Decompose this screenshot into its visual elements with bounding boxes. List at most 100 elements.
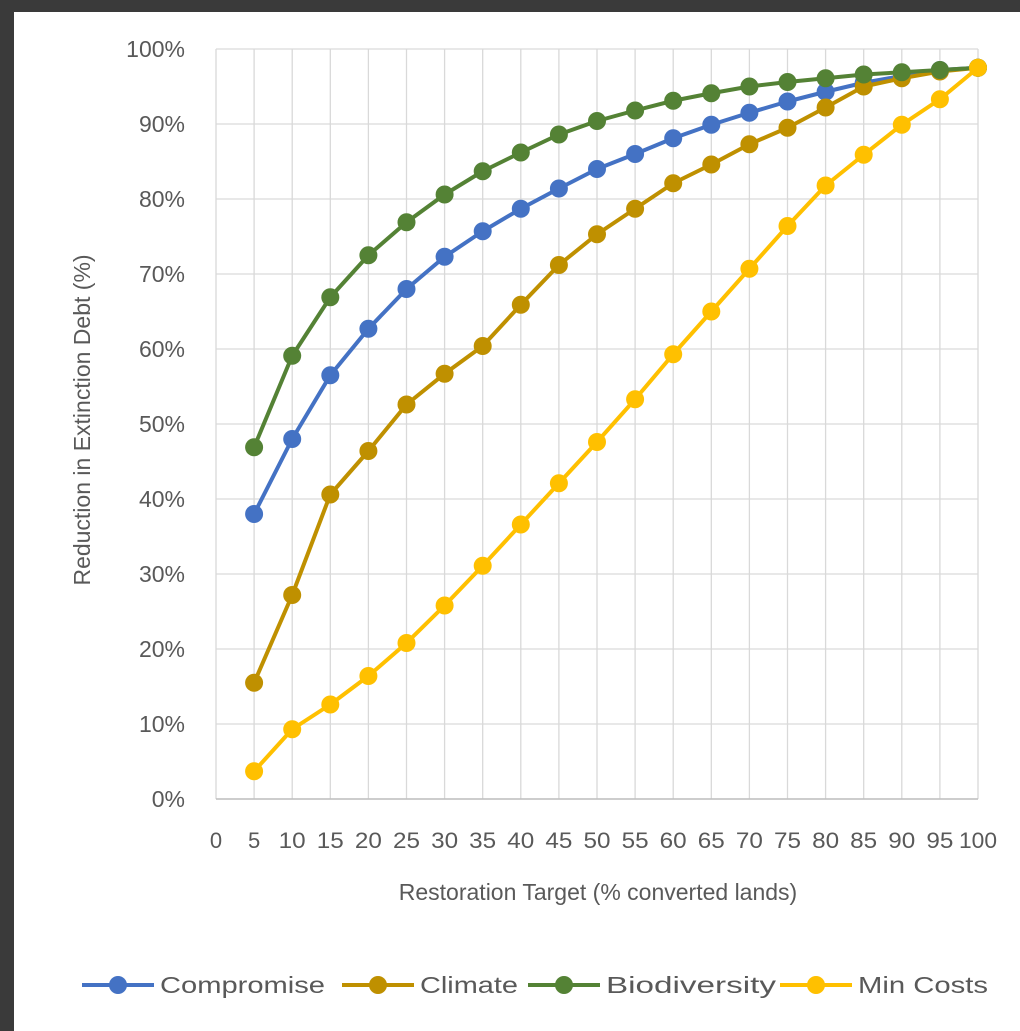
data-point <box>549 474 568 493</box>
data-point <box>892 115 911 134</box>
data-point <box>283 346 302 365</box>
x-axis-tick-labels: 0 5 10 15 20 25 30 35 40 45 50 55 60 65 70 75 80 85 90 95 10… <box>210 828 997 853</box>
y-tick-label: 60% <box>139 336 185 362</box>
data-point <box>816 82 835 101</box>
x-tick-label: 5 <box>248 828 260 853</box>
data-point <box>816 176 835 195</box>
data-point <box>854 145 873 164</box>
data-point <box>473 162 492 181</box>
data-point <box>473 556 492 575</box>
x-tick-label: 20 <box>355 828 382 853</box>
data-point <box>702 84 721 103</box>
data-point <box>435 247 454 266</box>
data-point <box>321 485 340 504</box>
data-point <box>283 586 302 604</box>
x-tick-label: 15 <box>317 828 344 853</box>
data-point <box>397 213 416 232</box>
x-tick-label: 80 <box>812 828 839 853</box>
data-point <box>321 695 340 714</box>
x-tick-label: 50 <box>584 828 611 853</box>
legend-item: Min Costs <box>780 972 988 998</box>
x-tick-label: 0 <box>210 828 222 853</box>
data-point <box>626 145 645 163</box>
data-point <box>740 77 759 96</box>
legend-item: Biodiversity <box>528 972 777 998</box>
legend-marker <box>369 976 387 994</box>
data-point <box>892 63 911 82</box>
data-point <box>778 92 797 111</box>
data-point <box>664 345 683 364</box>
data-point <box>702 155 721 174</box>
legend-item: Compromise <box>82 972 325 998</box>
x-tick-label: 40 <box>507 828 534 853</box>
data-point <box>511 143 530 162</box>
data-point <box>816 98 835 117</box>
data-point <box>397 395 416 414</box>
y-tick-label: 0% <box>152 786 185 812</box>
x-tick-label: 55 <box>622 828 649 853</box>
legend-label: Biodiversity <box>606 972 777 998</box>
data-point <box>473 222 492 241</box>
data-point <box>435 185 454 204</box>
data-point <box>854 65 873 84</box>
x-tick-label: 35 <box>469 828 496 853</box>
x-tick-label: 70 <box>736 828 763 853</box>
data-point <box>321 288 340 307</box>
data-point <box>626 199 645 218</box>
y-tick-label: 20% <box>139 636 185 662</box>
data-point <box>816 69 835 88</box>
y-tick-label: 70% <box>139 261 185 287</box>
data-point <box>626 101 645 120</box>
data-point <box>664 174 683 193</box>
x-tick-label: 10 <box>279 828 306 853</box>
data-point <box>626 390 645 409</box>
data-point <box>778 217 797 235</box>
data-point <box>740 103 759 122</box>
x-axis-title: Restoration Target (% converted lands) <box>399 879 797 905</box>
data-point <box>588 433 606 451</box>
legend-label: Compromise <box>160 972 325 998</box>
legend-marker <box>109 976 127 994</box>
x-tick-label: 65 <box>698 828 725 853</box>
y-axis-title: Reduction in Extinction Debt (%) <box>69 254 95 585</box>
x-tick-label: 85 <box>850 828 877 853</box>
data-point <box>359 319 378 338</box>
data-point <box>930 90 949 109</box>
data-point <box>702 302 721 321</box>
legend-label: Climate <box>420 972 518 998</box>
data-point <box>664 91 683 110</box>
data-point <box>359 442 378 460</box>
data-point <box>588 112 606 130</box>
y-tick-label: 80% <box>139 186 185 212</box>
x-tick-label: 25 <box>393 828 420 853</box>
data-point <box>359 667 378 685</box>
legend-marker <box>555 976 573 994</box>
data-point <box>283 430 302 448</box>
data-point <box>969 58 987 77</box>
data-point <box>549 125 568 144</box>
data-point <box>283 720 302 739</box>
y-tick-label: 40% <box>139 486 185 512</box>
data-point <box>588 160 606 178</box>
data-point <box>549 256 568 274</box>
data-point <box>511 515 530 534</box>
y-axis-tick-labels: 0% 10% 20% 30% 40% 50% 60% 70% 80% 90% 100% <box>126 36 185 812</box>
border-left <box>0 0 14 1031</box>
data-point <box>778 73 797 91</box>
data-point <box>588 225 606 244</box>
legend-label: Min Costs <box>858 972 988 998</box>
data-point <box>549 179 568 198</box>
data-point <box>435 364 454 383</box>
y-tick-label: 30% <box>139 561 185 587</box>
series-biodiversity <box>245 58 987 457</box>
data-point <box>245 505 264 523</box>
legend-item: Climate <box>342 972 518 998</box>
x-tick-label: 100 <box>959 828 997 853</box>
data-point <box>473 337 492 355</box>
data-point <box>740 259 759 278</box>
x-tick-label: 90 <box>888 828 915 853</box>
